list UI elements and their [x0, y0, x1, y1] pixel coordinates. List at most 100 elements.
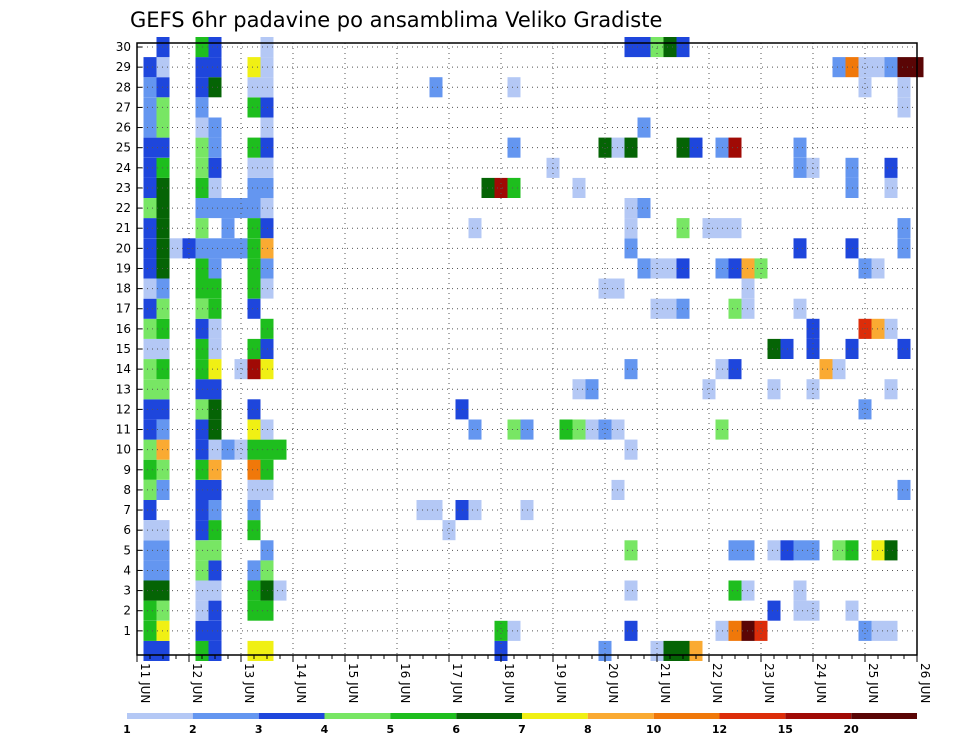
- heatmap-cell: [624, 359, 638, 380]
- colorbar-swatch: [653, 713, 720, 719]
- heatmap-cell: [507, 620, 521, 641]
- heatmap-cell: [247, 479, 261, 500]
- y-tick-label: 16: [116, 322, 131, 336]
- colorbar-label: 7: [518, 723, 526, 736]
- heatmap-cell: [598, 137, 612, 158]
- heatmap-cell: [208, 500, 222, 521]
- heatmap-cell: [208, 238, 222, 259]
- heatmap-cell: [689, 640, 703, 661]
- heatmap-cell: [247, 399, 261, 420]
- heatmap-cell: [143, 177, 157, 198]
- heatmap-cell: [273, 580, 287, 601]
- heatmap-cell: [247, 359, 261, 380]
- heatmap-cell: [624, 218, 638, 239]
- heatmap-cell: [637, 37, 651, 58]
- heatmap-cell: [468, 218, 482, 239]
- heatmap-cell: [858, 399, 872, 420]
- heatmap-cell: [143, 77, 157, 98]
- heatmap-cell: [598, 640, 612, 661]
- y-tick-label: 29: [116, 60, 131, 74]
- heatmap-cell: [507, 137, 521, 158]
- heatmap-cell: [143, 157, 157, 178]
- heatmap-cell: [247, 97, 261, 118]
- heatmap-cell: [143, 600, 157, 621]
- heatmap-cell: [663, 640, 677, 661]
- heatmap-cell: [754, 620, 768, 641]
- heatmap-cell: [689, 137, 703, 158]
- heatmap-cell: [728, 137, 742, 158]
- heatmap-cell: [247, 338, 261, 359]
- heatmap-cells: [143, 37, 924, 661]
- heatmap-cell: [247, 218, 261, 239]
- heatmap-cell: [572, 419, 586, 440]
- heatmap-cell: [195, 640, 209, 661]
- heatmap-cell: [767, 338, 781, 359]
- colorbar-swatch: [258, 713, 325, 719]
- y-tick-label: 11: [116, 423, 131, 437]
- heatmap-cell: [208, 117, 222, 138]
- heatmap-cell: [247, 57, 261, 78]
- heatmap-cell: [767, 600, 781, 621]
- heatmap-cell: [143, 117, 157, 138]
- heatmap-cell: [143, 479, 157, 500]
- x-tick-label: 20 JUN: [606, 663, 620, 703]
- heatmap-cell: [143, 258, 157, 279]
- colorbar-swatch: [390, 713, 457, 719]
- y-tick-label: 26: [116, 121, 131, 135]
- heatmap-cell: [897, 479, 911, 500]
- heatmap-cell: [208, 640, 222, 661]
- heatmap-cell: [143, 459, 157, 480]
- heatmap-cell: [624, 439, 638, 460]
- colorbar-label: 15: [778, 723, 793, 736]
- grid-lines: [137, 43, 917, 655]
- heatmap-cell: [884, 379, 898, 400]
- heatmap-cell: [208, 399, 222, 420]
- heatmap-cell: [247, 459, 261, 480]
- heatmap-cell: [234, 439, 248, 460]
- heatmap-cell: [143, 379, 157, 400]
- heatmap-cell: [572, 177, 586, 198]
- colorbar-label: 1: [123, 723, 131, 736]
- heatmap-cell: [143, 439, 157, 460]
- heatmap-cell: [247, 198, 261, 219]
- heatmap-cell: [624, 580, 638, 601]
- heatmap-cell: [143, 218, 157, 239]
- heatmap-cell: [793, 137, 807, 158]
- colorbar-swatch: [785, 713, 852, 719]
- heatmap-cell: [143, 278, 157, 299]
- heatmap-cell: [832, 359, 846, 380]
- heatmap-cell: [234, 359, 248, 380]
- heatmap-cell: [819, 359, 833, 380]
- heatmap-cell: [429, 77, 443, 98]
- x-tick-label: 16 JUN: [398, 663, 412, 703]
- x-tick-label: 15 JUN: [346, 663, 360, 703]
- heatmap-cell: [247, 560, 261, 581]
- heatmap-cell: [208, 359, 222, 380]
- heatmap-cell: [143, 198, 157, 219]
- colorbar-swatch: [456, 713, 522, 719]
- y-tick-label: 19: [116, 261, 131, 275]
- heatmap-cell: [468, 419, 482, 440]
- heatmap-cell: [143, 318, 157, 339]
- heatmap-cell: [468, 500, 482, 521]
- y-tick-label: 20: [116, 241, 131, 255]
- heatmap-cell: [208, 298, 222, 319]
- heatmap-cell: [260, 640, 274, 661]
- heatmap-cell: [728, 620, 742, 641]
- heatmap-cell: [637, 258, 651, 279]
- x-tick-label: 26 JUN: [918, 663, 932, 703]
- x-tick-label: 19 JUN: [554, 663, 568, 703]
- heatmap-cell: [143, 298, 157, 319]
- heatmap-cell: [897, 97, 911, 118]
- heatmap-cell: [897, 77, 911, 98]
- heatmap-cell: [728, 298, 742, 319]
- colorbar-label: 6: [452, 723, 460, 736]
- colorbar-swatch: [522, 713, 588, 719]
- heatmap-cell: [494, 620, 508, 641]
- y-tick-label: 18: [116, 282, 131, 296]
- y-axis-ticks: 1234567891011121314151617181920212223242…: [116, 40, 142, 638]
- heatmap-cell: [858, 57, 872, 78]
- heatmap-cell: [208, 37, 222, 58]
- heatmap-cell: [598, 419, 612, 440]
- heatmap-cell: [247, 640, 261, 661]
